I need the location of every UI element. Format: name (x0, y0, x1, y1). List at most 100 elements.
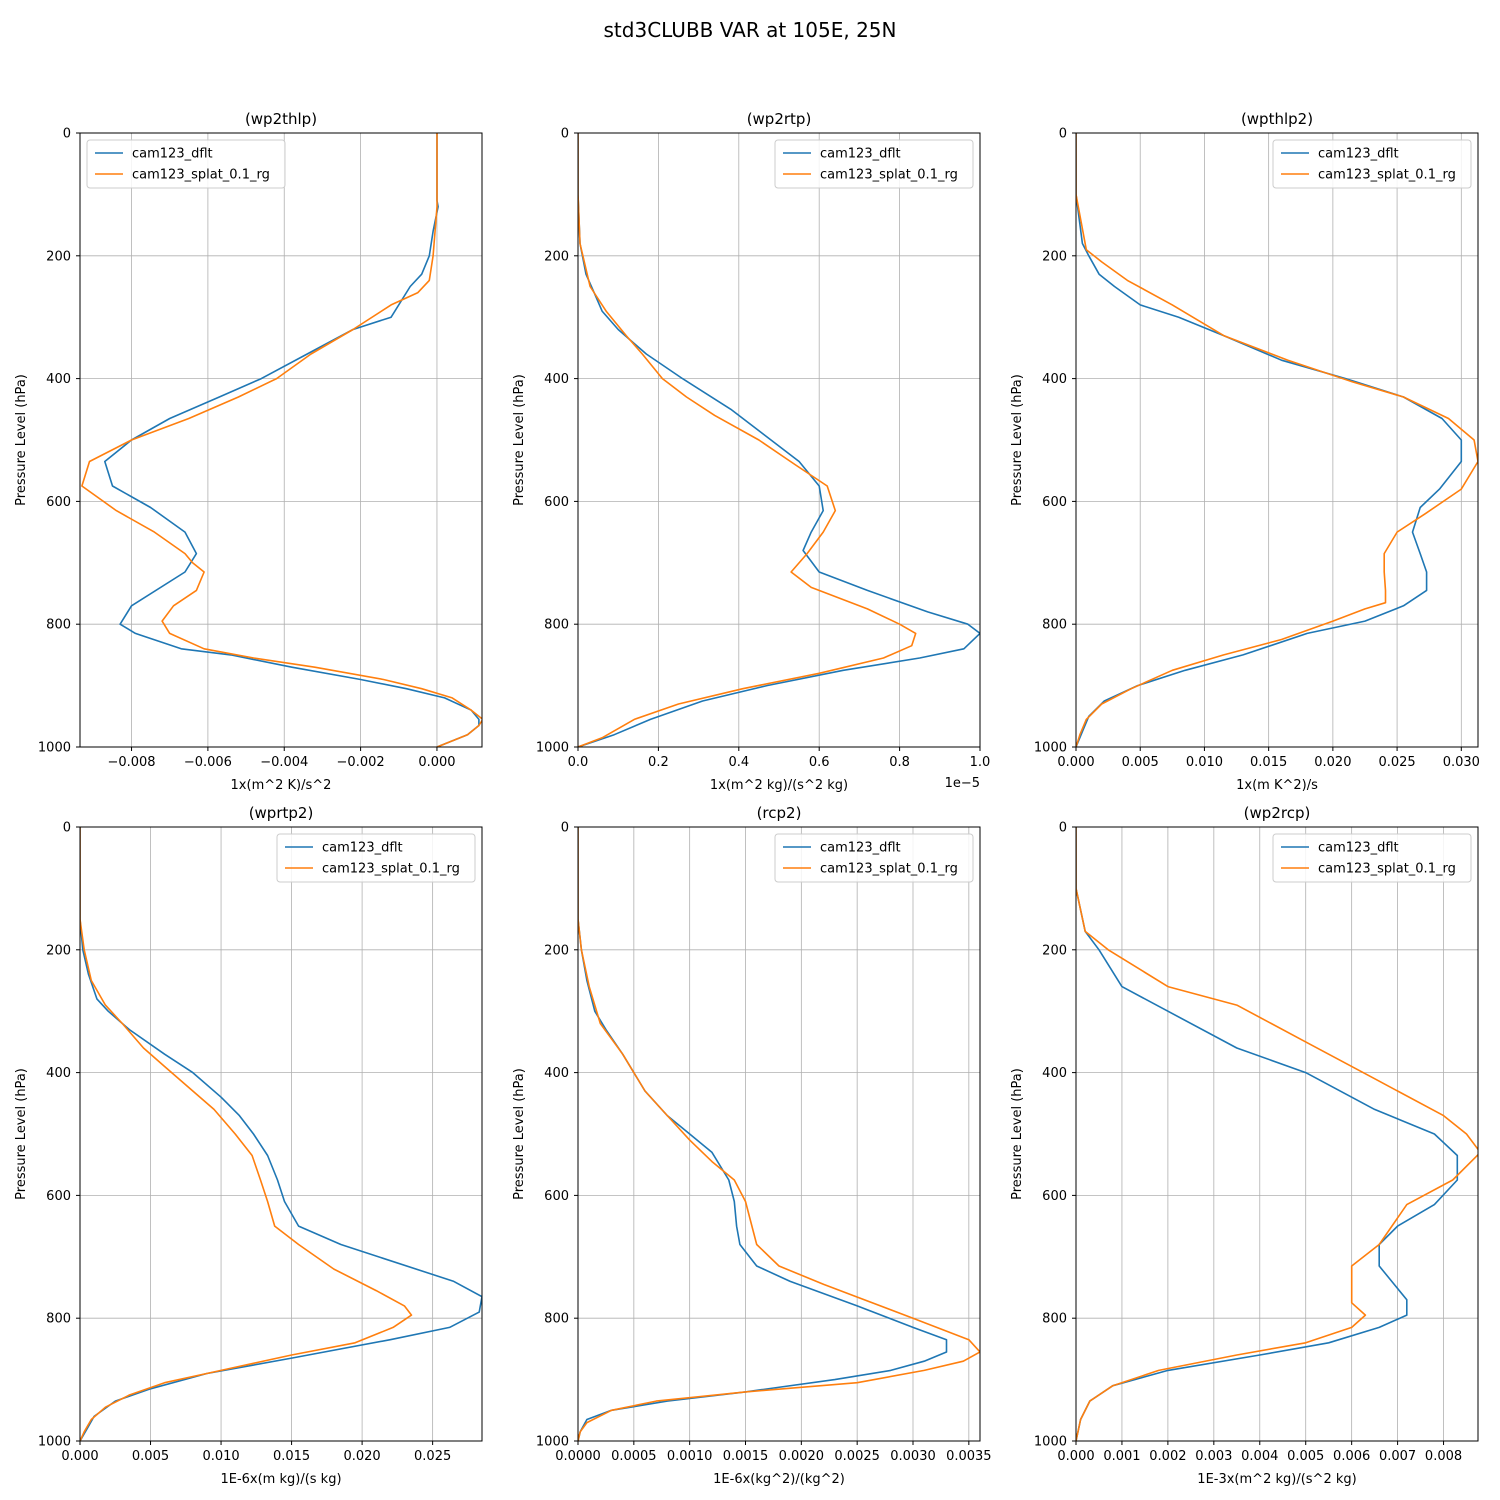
x-tick-label: 0.010 (202, 1449, 239, 1464)
y-tick-label: 0 (1059, 821, 1067, 836)
series-line-splat (81, 133, 482, 747)
subplot-6: 0.000 0.001 0.002 0.003 0.004 0.005 0.006 0.007… (1010, 804, 1479, 1487)
y-tick-label: 400 (544, 1066, 569, 1081)
y-tick-label: 800 (544, 618, 569, 633)
y-tick-label: 200 (46, 943, 71, 958)
x-tick-label: 0.003 (1195, 1449, 1232, 1464)
legend: cam123_dflt cam123_splat_0.1_rg (276, 833, 476, 883)
legend-label: cam123_dflt (1318, 841, 1399, 856)
y-tick-label: 600 (544, 1189, 569, 1204)
x-tick-label: 0.010 (1186, 755, 1223, 770)
subplot-title: (wp2rtp) (747, 110, 812, 128)
legend-box (276, 833, 476, 883)
subplot-1: −0.008 −0.006 −0.004 −0.002 0.000 0 200 400 600 8… (14, 110, 483, 793)
axes-frame (79, 132, 483, 748)
x-tick-label: 0.025 (1378, 755, 1415, 770)
x-tick-label: 0.025 (414, 1449, 451, 1464)
y-tick-label: 0 (63, 821, 71, 836)
y-axis-label: Pressure Level (hPa) (1010, 374, 1025, 506)
legend: cam123_dflt cam123_splat_0.1_rg (774, 139, 974, 189)
x-tick-label: 0.002 (1149, 1449, 1186, 1464)
series-line-dflt (1076, 133, 1463, 747)
x-axis-label: 1x(m^2 kg)/(s^2 kg) (710, 778, 848, 793)
x-tick-label: −0.002 (337, 755, 385, 770)
x-tick-label: 0.007 (1379, 1449, 1416, 1464)
panels: −0.008 −0.006 −0.004 −0.002 0.00002004006008… (14, 110, 1480, 1487)
legend-box (86, 139, 286, 189)
x-tick-label: 0.015 (273, 1449, 310, 1464)
x-axis-label: 1x(m^2 K)/s^2 (231, 778, 332, 793)
y-tick-label: 400 (544, 372, 569, 387)
x-axis-label: 1x(m K^2)/s (1236, 778, 1318, 793)
legend-label: cam123_splat_0.1_rg (1318, 862, 1456, 877)
series-line-splat (578, 827, 980, 1441)
legend-box (774, 139, 974, 189)
x-tick-label: 0.0020 (779, 1449, 825, 1464)
y-tick-label: 400 (46, 372, 71, 387)
x-tick-label: 0.005 (1122, 755, 1159, 770)
y-tick-label: 400 (1042, 372, 1067, 387)
y-tick-label: 400 (1042, 1066, 1067, 1081)
y-tick-label: 800 (1042, 618, 1067, 633)
subplot-title: (wp2thlp) (245, 110, 317, 128)
x-tick-label: 0.008 (1425, 1449, 1462, 1464)
x-axis-label: 1E-3x(m^2 kg)/(s^2 kg) (1197, 1472, 1356, 1487)
x-tick-label: 0.4 (728, 755, 749, 770)
legend-label: cam123_splat_0.1_rg (820, 862, 958, 877)
x-tick-label: −0.006 (184, 755, 232, 770)
x-offset-label: 1e−5 (945, 776, 980, 791)
x-tick-label: 0.005 (1287, 1449, 1324, 1464)
subplot-title: (wp2rcp) (1244, 804, 1311, 822)
subplot-4: 0.000 0.005 0.010 0.015 0.020 0.025 0 200 400 600… (14, 804, 483, 1487)
y-tick-label: 600 (46, 1189, 71, 1204)
legend-box (1272, 139, 1472, 189)
x-tick-label: 0.020 (1314, 755, 1351, 770)
x-tick-label: 0.0030 (890, 1449, 936, 1464)
x-tick-label: 0.8 (889, 755, 910, 770)
subplot-title: (wprtp2) (249, 804, 314, 822)
y-tick-label: 400 (46, 1066, 71, 1081)
x-tick-label: 0.000 (1057, 755, 1094, 770)
subplot-title: (wpthlp2) (1241, 110, 1313, 128)
x-tick-label: 0.006 (1333, 1449, 1370, 1464)
legend: cam123_dflt cam123_splat_0.1_rg (1272, 833, 1472, 883)
y-tick-label: 1000 (1034, 741, 1067, 756)
legend-box (774, 833, 974, 883)
x-tick-label: −0.008 (107, 755, 155, 770)
y-tick-label: 800 (46, 618, 71, 633)
y-axis-label: Pressure Level (hPa) (512, 1068, 527, 1200)
y-tick-label: 600 (46, 495, 71, 510)
series-line-dflt (104, 133, 480, 747)
x-tick-label: 0.030 (1443, 755, 1480, 770)
figure-title: std3CLUBB VAR at 105E, 25N (604, 18, 897, 42)
axes-frame (1075, 826, 1479, 1442)
x-tick-label: 0.0005 (611, 1449, 657, 1464)
axes-frame (1075, 132, 1479, 748)
x-tick-label: 0.020 (343, 1449, 380, 1464)
y-tick-label: 800 (544, 1312, 569, 1327)
series-line-dflt (578, 133, 980, 747)
y-tick-label: 200 (544, 249, 569, 264)
legend-label: cam123_splat_0.1_rg (322, 862, 460, 877)
x-tick-label: 0.001 (1103, 1449, 1140, 1464)
legend-label: cam123_dflt (1318, 147, 1399, 162)
y-axis-label: Pressure Level (hPa) (14, 374, 29, 506)
x-tick-label: 0.0015 (723, 1449, 769, 1464)
x-tick-label: 0.015 (1250, 755, 1287, 770)
y-tick-label: 200 (46, 249, 71, 264)
series-line-dflt (578, 827, 948, 1441)
y-axis-label: Pressure Level (hPa) (14, 1068, 29, 1200)
subplot-3: 0.000 0.005 0.010 0.015 0.020 0.025 0.030 0 200 4… (1010, 110, 1480, 793)
y-tick-label: 1000 (38, 1435, 71, 1450)
x-tick-label: 0.6 (809, 755, 830, 770)
series-line-splat (1076, 133, 1478, 747)
x-tick-label: 0.005 (132, 1449, 169, 1464)
y-tick-label: 0 (1059, 127, 1067, 142)
y-tick-label: 0 (561, 821, 569, 836)
axes-frame (577, 826, 981, 1442)
legend-label: cam123_dflt (322, 841, 403, 856)
x-tick-label: 0.0025 (834, 1449, 880, 1464)
legend-label: cam123_dflt (820, 841, 901, 856)
x-tick-label: 0.0035 (946, 1449, 992, 1464)
